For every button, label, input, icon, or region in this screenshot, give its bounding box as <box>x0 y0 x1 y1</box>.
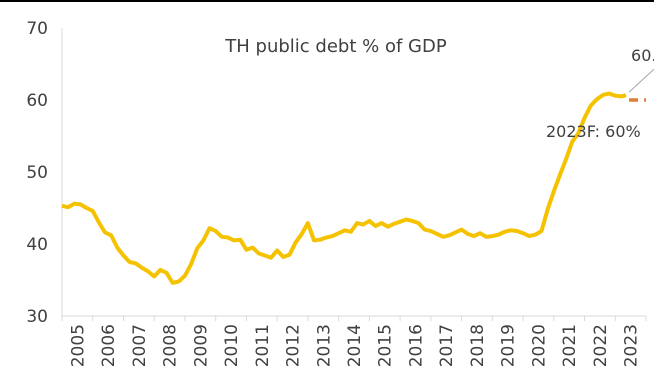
x-tick-label: 2017 <box>437 324 457 367</box>
axes <box>61 28 646 317</box>
x-tick-label: 2014 <box>345 324 365 367</box>
x-tick-label: 2010 <box>222 324 242 367</box>
x-tick-label: 2022 <box>591 324 611 367</box>
x-tick-label: 2009 <box>191 324 211 367</box>
x-tick-label: 2015 <box>376 324 396 367</box>
x-tick-label: 2011 <box>253 324 273 367</box>
y-tick-label: 30 <box>26 307 48 327</box>
x-tick-label: 2021 <box>560 324 580 367</box>
forecast-label: 2023F: 60% <box>546 122 641 141</box>
x-tick-label: 2005 <box>68 324 88 367</box>
last-value-label: 60.67 <box>631 46 654 65</box>
debt-series-line <box>61 91 627 285</box>
y-tick-label: 60 <box>26 91 48 111</box>
x-tick-label: 2016 <box>406 324 426 367</box>
y-tick-label: 70 <box>26 19 48 39</box>
annotation-leader-line <box>628 68 654 93</box>
x-tick-label: 2018 <box>468 324 488 367</box>
x-tick-label: 2008 <box>161 324 181 367</box>
series-layer <box>61 91 646 285</box>
chart-title: TH public debt % of GDP <box>224 36 447 57</box>
x-tick-label: 2020 <box>529 324 549 367</box>
x-tick-labels: 2005 2006 2007 2008 2009 2010 2011 2012 2013 2014… <box>61 316 647 367</box>
annotations: 60.67 2023F: 60% <box>546 46 654 141</box>
top-border <box>0 0 654 2</box>
x-tick-label: 2012 <box>284 324 304 367</box>
x-tick-label: 2013 <box>314 324 334 367</box>
x-tick-label: 2006 <box>99 324 119 367</box>
y-tick-label: 40 <box>26 235 48 255</box>
y-tick-labels: 30 40 50 60 70 <box>26 19 48 327</box>
x-tick-label: 2023 <box>622 324 642 367</box>
y-tick-label: 50 <box>26 163 48 183</box>
x-tick-label: 2007 <box>130 324 150 367</box>
x-tick-label: 2019 <box>499 324 519 367</box>
